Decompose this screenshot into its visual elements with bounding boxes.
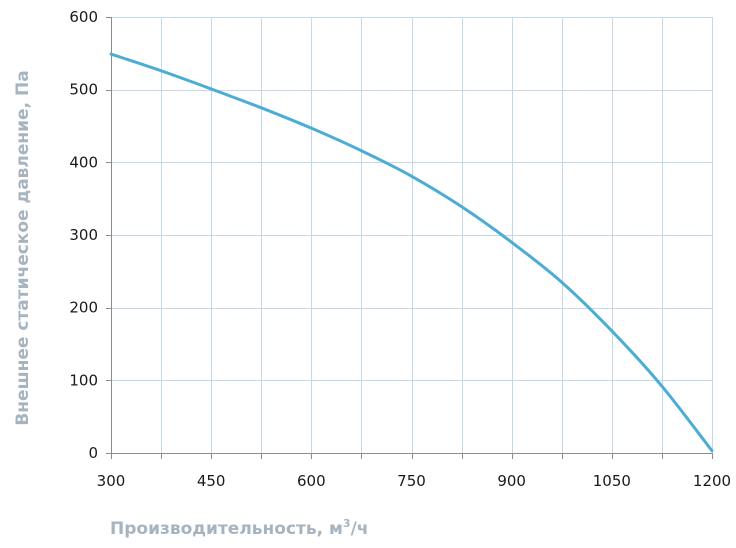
x-tick-label: 750 xyxy=(397,472,426,490)
y-tick-label: 100 xyxy=(69,371,98,389)
grid-lines xyxy=(111,17,713,453)
x-axis-title: Производительность, м3/ч xyxy=(110,517,368,539)
y-axis-title: Внешнее статическое давление, Па xyxy=(13,70,33,425)
y-tick-label: 500 xyxy=(69,81,98,99)
x-tick-labels: 300 450 600 750 900 1050 1200 xyxy=(97,472,731,490)
x-axis-title-superscript: 3 xyxy=(343,517,351,530)
y-tick-label: 400 xyxy=(69,153,98,171)
data-series xyxy=(109,52,714,453)
x-axis-title-main: Производительность, м xyxy=(110,519,343,539)
x-tick-label: 1200 xyxy=(693,472,731,490)
y-tick-label: 0 xyxy=(88,444,98,462)
x-axis-title-unit: /ч xyxy=(351,519,369,539)
x-tick-label: 450 xyxy=(197,472,226,490)
series-line xyxy=(109,52,714,453)
axes xyxy=(106,17,713,459)
x-tick-label: 600 xyxy=(297,472,326,490)
x-tick-label: 300 xyxy=(97,472,126,490)
x-tick-label: 900 xyxy=(497,472,526,490)
y-tick-label: 200 xyxy=(69,299,98,317)
y-tick-label: 600 xyxy=(69,8,98,26)
y-tick-labels: 0 100 200 300 400 500 600 xyxy=(69,8,98,462)
y-tick-label: 300 xyxy=(69,226,98,244)
x-tick-label: 1050 xyxy=(593,472,631,490)
